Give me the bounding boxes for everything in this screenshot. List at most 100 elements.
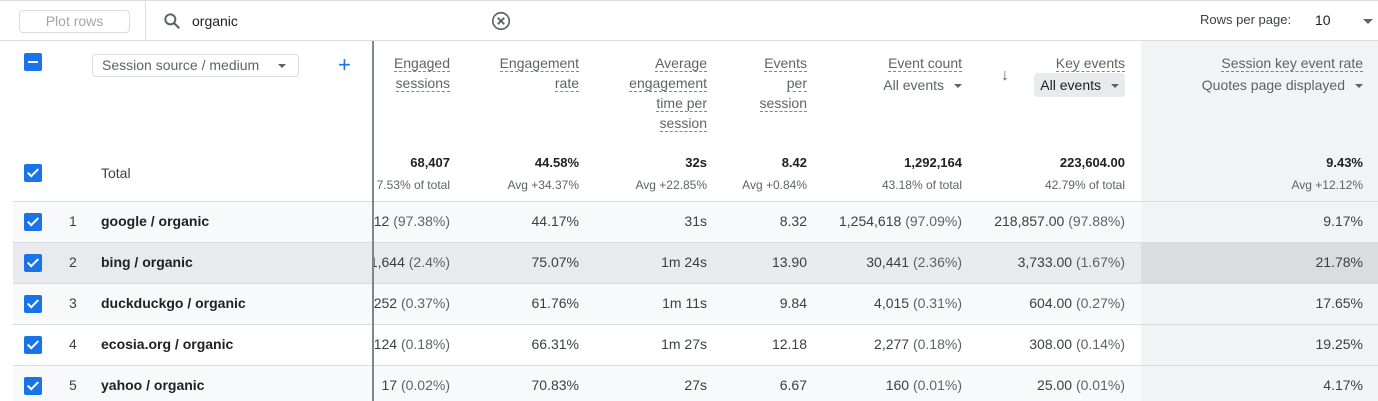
row-dimension-value[interactable]: duckduckgo / organic xyxy=(101,295,246,311)
total-value: 1,292,164 xyxy=(904,155,962,170)
table-row[interactable]: 4 ecosia.org / organic 124 (0.18%) 66.31% 1m… xyxy=(13,324,1378,365)
column-title-line[interactable]: session xyxy=(713,93,807,113)
column-header-engaged-sessions[interactable]: Engaged sessions xyxy=(373,53,450,93)
cell-engagement-rate: 70.83% xyxy=(532,377,579,393)
cell-clip: 1m 27s xyxy=(374,325,707,365)
cell-session-key-event-rate: 4.17% xyxy=(1323,377,1363,393)
total-value: 9.43% xyxy=(1326,155,1363,170)
row-checkbox[interactable] xyxy=(24,336,42,354)
row-background xyxy=(13,366,1141,401)
column-filter-select[interactable]: Quotes page displayed xyxy=(1196,73,1369,97)
table-row[interactable]: 3 duckduckgo / organic 252 (0.37%) 61.76% 1m… xyxy=(13,283,1378,324)
total-sub-clip: Avg +22.85% xyxy=(374,41,707,201)
cell-percent: (0.01%) xyxy=(1075,377,1125,393)
cell-engagement-rate: 44.17% xyxy=(532,213,579,229)
cell-clip: 124 (0.18%) xyxy=(374,325,450,365)
cell-value: 1,644 xyxy=(374,254,405,270)
cell-value: 12.18 xyxy=(771,336,807,352)
total-checkbox[interactable] xyxy=(24,164,42,182)
column-title-line[interactable]: Events xyxy=(713,53,807,73)
column-header-avg-engagement-time[interactable]: Average engagement time per session xyxy=(583,53,707,133)
total-subtext: 42.79% of total xyxy=(1044,178,1125,192)
column-title-line[interactable]: rate xyxy=(453,73,579,93)
cell-engaged-sessions: 17 (0.02%) xyxy=(382,377,451,393)
column-title-line[interactable]: Average xyxy=(583,53,707,73)
cell-avg-engagement-time: 1m 24s xyxy=(661,254,707,270)
total-sub-clip: 43.18% of total xyxy=(374,41,962,201)
column-header-event-count[interactable]: Event count All events xyxy=(813,53,962,97)
row-dimension-value[interactable]: yahoo / organic xyxy=(101,377,205,393)
cell-value: 4,015 xyxy=(874,295,910,311)
column-filter-select[interactable]: All events xyxy=(877,73,968,97)
cell-clip: 12.18 xyxy=(374,325,807,365)
search-icon xyxy=(164,13,180,29)
column-title-line[interactable]: sessions xyxy=(373,73,450,93)
row-background xyxy=(13,325,1141,365)
cell-clip: 8.32 xyxy=(374,202,807,242)
select-all-checkbox[interactable] xyxy=(24,53,42,71)
total-subtext: 7.53% of total xyxy=(376,178,450,192)
column-title-line[interactable]: engagement xyxy=(583,73,707,93)
cell-percent: (0.01%) xyxy=(912,377,962,393)
cell-value: 13.90 xyxy=(771,254,807,270)
row-checkbox[interactable] xyxy=(24,295,42,313)
column-title-line[interactable]: session xyxy=(583,113,707,133)
frozen-column-divider[interactable] xyxy=(372,41,374,401)
column-title-line[interactable]: time per xyxy=(583,93,707,113)
plot-rows-button[interactable]: Plot rows xyxy=(19,10,130,33)
add-dimension-button[interactable]: + xyxy=(338,52,351,77)
column-title-line[interactable]: Event count xyxy=(813,53,962,73)
column-header-events-per-session[interactable]: Events per session xyxy=(713,53,807,113)
sort-descending-icon[interactable]: ↓ xyxy=(1001,67,1009,84)
cell-events-per-session: 9.84 xyxy=(780,295,807,311)
cell-percent: (97.09%) xyxy=(905,213,962,229)
cell-events-per-session: 12.18 xyxy=(772,336,807,352)
table-row[interactable]: 2 bing / organic 1,644 (2.4%) 75.07% 1m 24s 1… xyxy=(13,242,1378,283)
column-title-line[interactable]: Engaged xyxy=(373,53,450,73)
cell-percent: (97.38%) xyxy=(393,213,450,229)
column-header-session-key-event-rate[interactable]: Session key event rate Quotes page displa… xyxy=(1143,53,1363,97)
column-header-key-events[interactable]: Key events All events xyxy=(973,53,1125,97)
cell-clip: 604.00 (0.27%) xyxy=(374,284,1125,324)
row-dimension-value[interactable]: bing / organic xyxy=(101,254,193,270)
cell-clip: 31s xyxy=(374,202,707,242)
row-checkbox[interactable] xyxy=(24,254,42,272)
row-checkbox[interactable] xyxy=(24,213,42,231)
cell-clip: 27s xyxy=(374,366,707,401)
clear-search-icon[interactable] xyxy=(490,10,512,32)
cell-clip: 9.84 xyxy=(374,284,807,324)
search-input[interactable] xyxy=(192,10,472,32)
column-title-line[interactable]: Session key event rate xyxy=(1143,53,1363,73)
cell-value: 27s xyxy=(684,377,707,393)
column-title-line[interactable]: Key events xyxy=(973,53,1125,73)
dimension-select-label: Session source / medium xyxy=(102,57,260,73)
column-title-text: Engaged xyxy=(393,55,450,72)
cell-value: 2,277 xyxy=(874,336,910,352)
dimension-select[interactable]: Session source / medium xyxy=(92,54,299,77)
cell-value: 9.17% xyxy=(1323,213,1363,229)
chevron-down-icon xyxy=(1111,84,1119,89)
cell-value: 604.00 xyxy=(1029,295,1073,311)
row-dimension-value[interactable]: ecosia.org / organic xyxy=(101,336,234,352)
column-title-line[interactable]: per xyxy=(713,73,807,93)
column-filter-select[interactable]: All events xyxy=(1034,73,1125,97)
cell-avg-engagement-time: 1m 11s xyxy=(662,295,707,311)
row-checkbox[interactable] xyxy=(24,377,42,395)
column-title-line[interactable]: Engagement xyxy=(453,53,579,73)
cell-clip: 44.17% xyxy=(374,202,579,242)
chevron-down-icon[interactable] xyxy=(1363,19,1373,24)
table-row[interactable]: 5 yahoo / organic 17 (0.02%) 70.83% 27s 6.67 1… xyxy=(13,365,1378,401)
table-row[interactable]: 1 google / organic 12 (97.38%) 44.17% 31s 8.3… xyxy=(13,201,1378,242)
cell-percent: (0.31%) xyxy=(912,295,962,311)
cell-value: 218,857.00 xyxy=(994,213,1065,229)
row-background xyxy=(13,284,1141,324)
rows-per-page-select[interactable]: 10 xyxy=(1315,12,1331,28)
cell-percent: (0.27%) xyxy=(1075,295,1125,311)
cell-percent: (0.14%) xyxy=(1075,336,1125,352)
column-title-text: per xyxy=(786,75,807,92)
column-title-text: engagement xyxy=(629,75,707,92)
row-dimension-value[interactable]: google / organic xyxy=(101,213,210,229)
cell-percent: (1.67%) xyxy=(1075,254,1125,270)
chevron-down-icon xyxy=(954,84,962,89)
column-header-engagement-rate[interactable]: Engagement rate xyxy=(453,53,579,93)
